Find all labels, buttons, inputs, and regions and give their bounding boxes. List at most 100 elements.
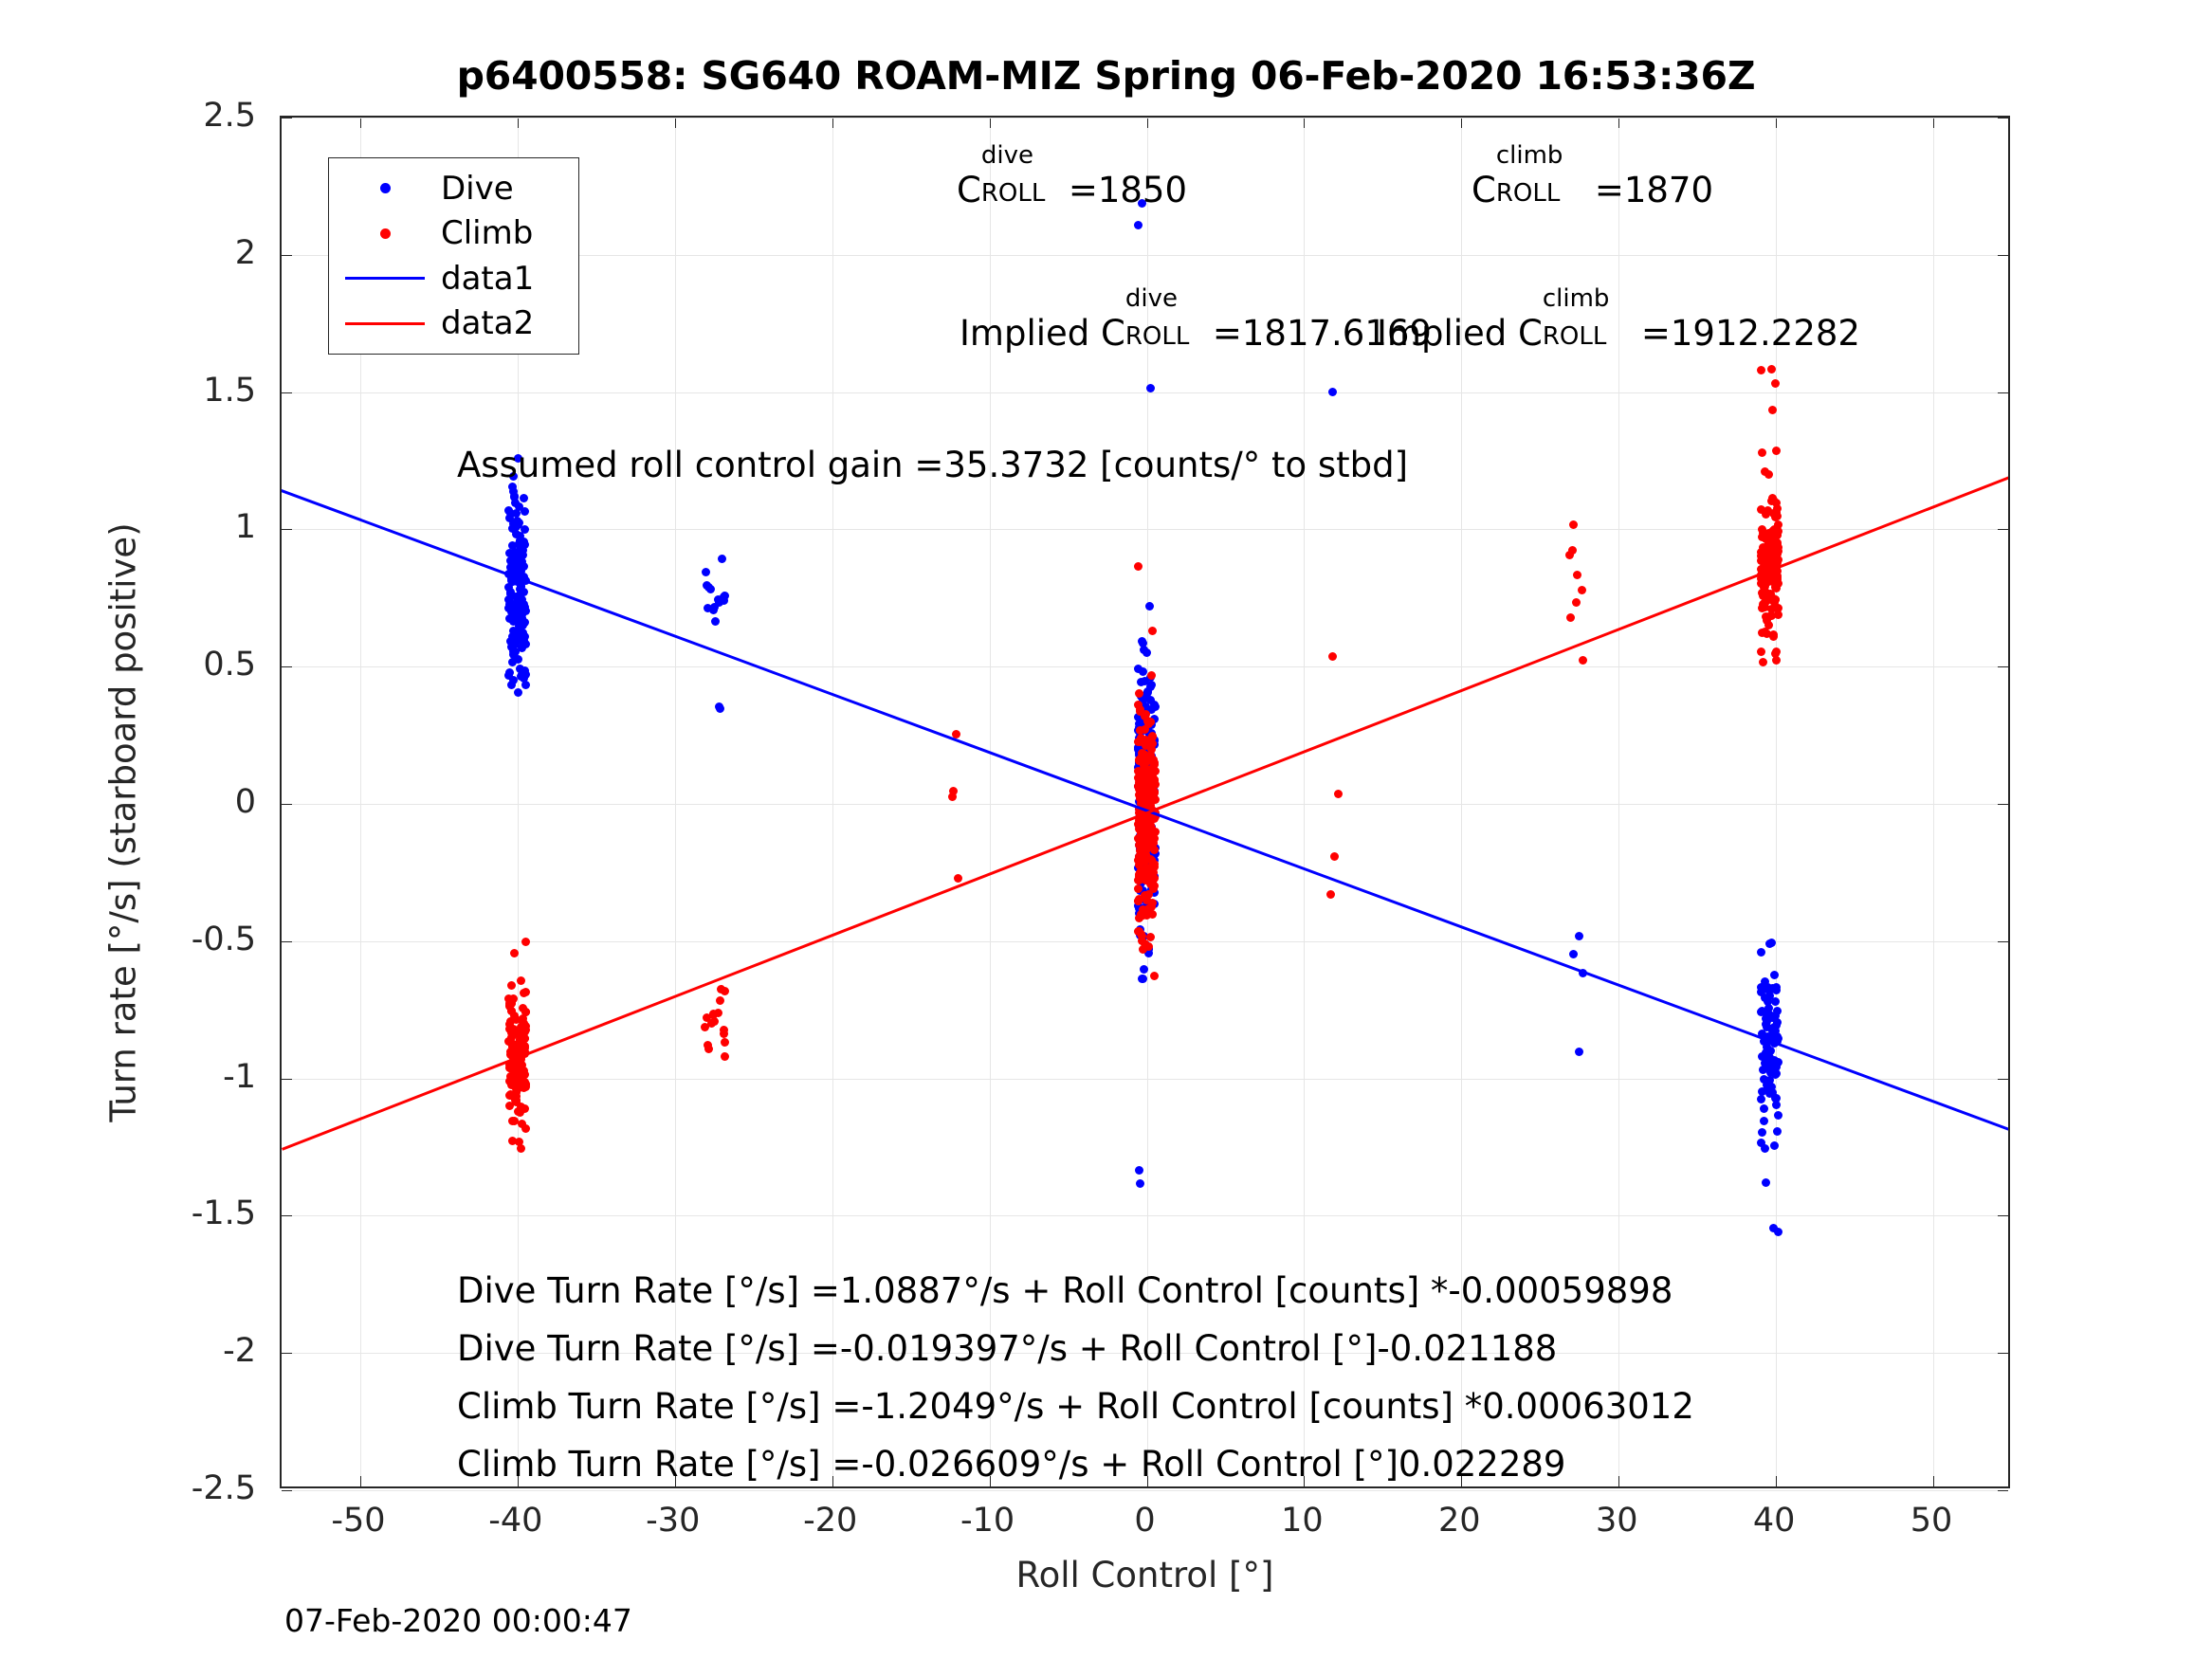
data-point-climb	[1760, 561, 1769, 571]
data-point-dive	[1773, 1111, 1782, 1121]
data-point-dive	[1145, 695, 1155, 704]
legend-item-data1[interactable]: data1	[329, 257, 578, 301]
legend-line-data1-icon	[329, 277, 441, 281]
data-point-climb	[702, 1012, 711, 1022]
data-point-climb	[953, 873, 962, 883]
data-point-dive	[1764, 1004, 1774, 1013]
x-tick-label: 10	[1281, 1502, 1324, 1540]
data-point-dive	[1134, 221, 1143, 230]
data-point-dive	[713, 595, 722, 605]
x-tick	[1461, 1476, 1463, 1486]
y-tick	[282, 940, 292, 942]
data-point-climb	[1756, 551, 1765, 560]
data-point-climb	[1136, 843, 1145, 852]
data-point-climb	[1774, 520, 1783, 529]
data-point-dive	[507, 631, 517, 641]
data-point-climb	[1143, 942, 1153, 951]
data-point-climb	[1762, 592, 1771, 601]
x-tick-label: -50	[331, 1502, 386, 1540]
data-point-dive	[504, 603, 514, 612]
x-tick-label: -20	[803, 1502, 858, 1540]
data-point-climb	[1767, 365, 1777, 374]
y-tick-label: -2	[223, 1332, 256, 1371]
data-point-climb	[1328, 652, 1338, 662]
data-point-climb	[721, 986, 730, 995]
data-point-climb	[1135, 895, 1144, 904]
data-point-dive	[1137, 198, 1146, 208]
data-point-climb	[1148, 732, 1158, 741]
data-point-climb	[1771, 498, 1781, 507]
data-point-climb	[700, 1023, 709, 1032]
data-point-dive	[1772, 1100, 1781, 1109]
x-tick	[517, 1476, 519, 1486]
data-point-climb	[510, 1066, 520, 1076]
data-point-dive	[514, 571, 523, 580]
data-point-dive	[1760, 1104, 1769, 1114]
data-point-dive	[515, 591, 524, 600]
data-point-climb	[1761, 554, 1770, 563]
data-point-dive	[521, 681, 531, 690]
data-point-climb	[515, 1035, 524, 1045]
data-point-climb	[1761, 509, 1770, 519]
data-point-dive	[1761, 1048, 1770, 1057]
legend-item-data2[interactable]: data2	[329, 301, 578, 345]
data-point-dive	[509, 617, 519, 627]
data-point-climb	[1758, 566, 1767, 575]
implied-climb-value: =1912.2282	[1640, 313, 1860, 354]
data-point-climb	[507, 1040, 517, 1049]
annotation-implied-dive: Implied C dive ROLL =1817.6169	[960, 284, 1432, 354]
x-tick	[1933, 1476, 1935, 1486]
y-tick	[1998, 529, 2008, 531]
data-point-dive	[1764, 1075, 1774, 1085]
data-point-dive	[1142, 704, 1151, 714]
data-point-climb	[719, 1030, 728, 1039]
c-climb-symbol: C	[1472, 170, 1496, 210]
equation-dive-counts: Dive Turn Rate [°/s] =1.0887°/s + Roll C…	[457, 1270, 1673, 1311]
data-point-dive	[1760, 977, 1769, 987]
data-point-dive	[518, 545, 527, 555]
data-point-climb	[1767, 564, 1777, 574]
data-point-climb	[1760, 581, 1769, 591]
data-point-dive	[1765, 1046, 1775, 1055]
data-point-dive	[1145, 383, 1155, 392]
data-point-climb	[1147, 830, 1157, 840]
data-point-dive	[704, 583, 713, 592]
x-tick-label: -40	[488, 1502, 543, 1540]
gridline-vertical	[1933, 118, 1935, 1486]
data-point-climb	[709, 1017, 719, 1027]
x-tick	[989, 1476, 991, 1486]
implied-climb-superscript: climb	[1542, 284, 1610, 313]
legend-line-data2-icon	[329, 321, 441, 325]
y-tick	[1998, 1353, 2008, 1355]
data-point-dive	[1768, 1013, 1778, 1022]
data-point-climb	[1758, 543, 1767, 553]
y-tick	[1998, 392, 2008, 393]
x-tick	[359, 118, 361, 128]
y-tick	[1998, 940, 2008, 942]
data-point-dive	[1768, 1023, 1778, 1032]
legend-item-dive[interactable]: Dive	[329, 167, 578, 210]
data-point-climb	[1565, 613, 1575, 623]
legend[interactable]: Dive Climb data1 data2	[328, 157, 579, 355]
data-point-climb	[1150, 766, 1160, 775]
data-point-climb	[1333, 790, 1343, 799]
data-point-dive	[1769, 971, 1779, 980]
x-tick-label: 50	[1910, 1502, 1953, 1540]
data-point-climb	[1147, 899, 1157, 908]
data-point-climb	[517, 1060, 526, 1069]
data-point-dive	[520, 537, 529, 546]
data-point-climb	[1150, 828, 1160, 837]
data-point-dive	[1757, 1138, 1766, 1147]
data-clip	[282, 118, 2008, 1486]
data-point-climb	[1150, 882, 1160, 891]
data-point-dive	[509, 471, 519, 481]
data-point-climb	[1764, 469, 1774, 479]
data-point-dive	[518, 643, 527, 652]
data-point-climb	[1145, 717, 1155, 726]
implied-dive-subscript: ROLL	[1124, 322, 1190, 351]
legend-item-climb[interactable]: Climb	[329, 211, 578, 255]
c-dive-subscript: ROLL	[980, 179, 1046, 208]
data-point-climb	[1142, 738, 1151, 748]
data-point-climb	[704, 1045, 713, 1054]
data-point-dive	[519, 637, 528, 647]
